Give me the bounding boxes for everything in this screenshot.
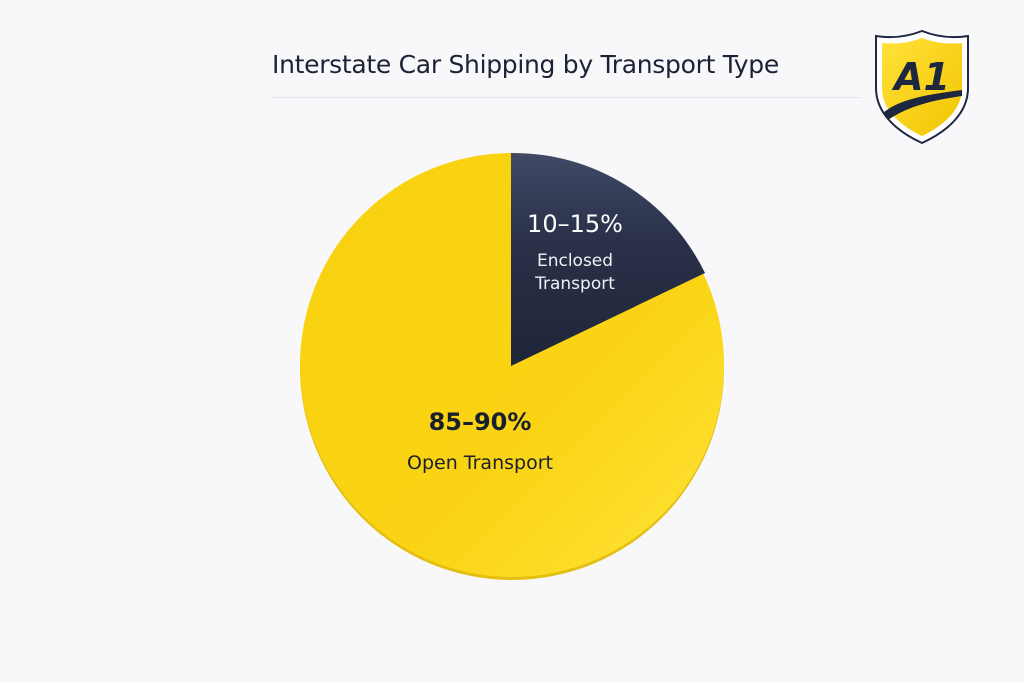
enclosed-name-label: Enclosed Transport (510, 250, 640, 296)
title-divider (272, 97, 862, 98)
chart-title: Interstate Car Shipping by Transport Typ… (272, 50, 779, 79)
enclosed-percentage-label: 10–15% (527, 210, 623, 238)
open-percentage-label: 85–90% (428, 408, 532, 436)
enclosed-name-line2: Transport (535, 274, 615, 294)
enclosed-name-line1: Enclosed (536, 251, 614, 271)
slice-enclosed-transport (511, 152, 705, 366)
open-name-label: Open Transport (407, 452, 553, 474)
a1-logo-icon: A1 (875, 29, 969, 145)
svg-text:A1: A1 (891, 55, 950, 99)
